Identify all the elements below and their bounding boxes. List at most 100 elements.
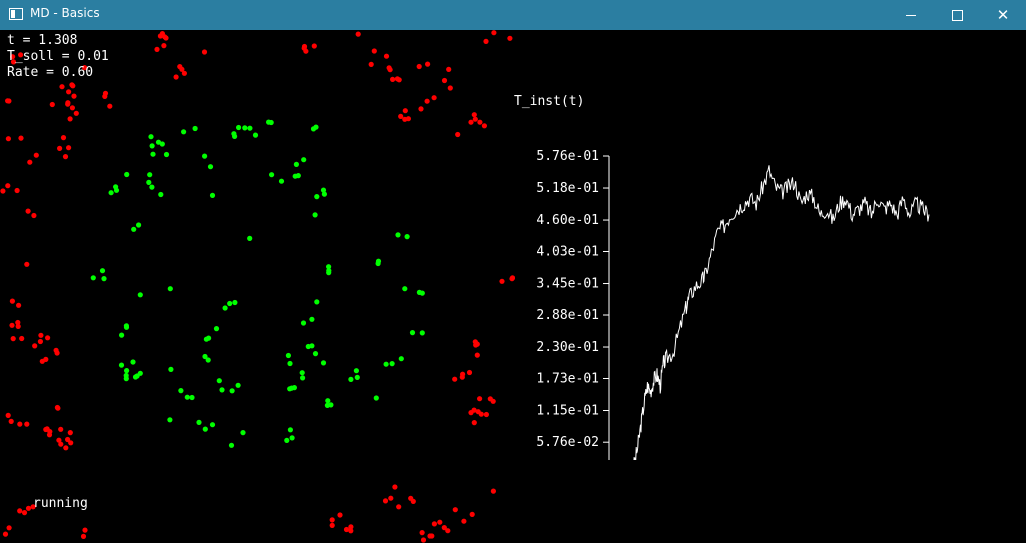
outer-particle: [408, 495, 414, 501]
outer-particle: [416, 63, 422, 70]
outer-particle: [10, 59, 17, 65]
inner-particle: [202, 426, 208, 432]
inner-particle: [328, 402, 334, 408]
minimize-button[interactable]: [888, 0, 934, 30]
inner-particle: [409, 330, 416, 336]
outer-particle: [69, 105, 75, 111]
inner-particle: [348, 376, 354, 382]
outer-particle: [396, 504, 402, 510]
inner-particle: [295, 173, 301, 179]
outer-particle: [70, 83, 76, 89]
inner-particle: [137, 292, 143, 298]
inner-particle: [167, 417, 173, 423]
outer-particle: [452, 507, 458, 513]
outer-particle: [173, 74, 179, 80]
outer-particle: [490, 488, 496, 494]
outer-particle: [14, 187, 20, 194]
inner-particle: [136, 222, 142, 228]
outer-particle: [329, 522, 335, 528]
inner-particle: [228, 442, 235, 448]
inner-particle: [287, 360, 293, 367]
outer-particle: [25, 505, 32, 511]
outer-particle: [455, 131, 461, 138]
outer-particle: [17, 508, 23, 514]
inner-particle: [229, 388, 235, 394]
outer-particle: [441, 77, 448, 84]
outer-particle: [33, 152, 39, 158]
outer-particle: [388, 495, 394, 501]
outer-particle: [348, 524, 354, 530]
inner-particle: [301, 157, 307, 163]
outer-particle: [368, 61, 374, 67]
window-title: MD - Basics: [30, 6, 100, 20]
inner-particle: [231, 131, 237, 137]
inner-particle: [124, 171, 130, 178]
inner-particle: [209, 422, 216, 428]
outer-particle: [58, 426, 64, 432]
outer-particle: [68, 440, 74, 446]
simulation-canvas[interactable]: t = 1.308 T_soll = 0.01 Rate = 0.60 runn…: [0, 30, 1026, 543]
outer-particle: [66, 89, 72, 95]
outer-particle: [16, 302, 22, 308]
outer-particle: [10, 336, 16, 342]
inner-particle: [300, 375, 306, 381]
inner-particle: [232, 299, 238, 306]
inner-particle: [216, 378, 222, 384]
outer-particle: [18, 52, 24, 58]
inner-particle: [375, 258, 382, 264]
outer-particle: [37, 338, 44, 345]
outer-particle: [24, 421, 30, 427]
outer-particle: [382, 498, 389, 504]
outer-particle: [201, 49, 208, 55]
close-button[interactable]: ✕: [980, 0, 1026, 30]
outer-particle: [67, 116, 73, 122]
outer-particle: [65, 101, 71, 107]
inner-particle: [131, 226, 137, 232]
outer-particle: [466, 369, 473, 376]
maximize-button[interactable]: [934, 0, 980, 30]
y-tick-label: 5.76e-02: [536, 435, 599, 450]
inner-particle: [395, 232, 401, 238]
inner-particle: [119, 332, 125, 338]
inner-particle: [207, 164, 214, 170]
inner-particle: [285, 352, 291, 359]
inner-particle: [321, 191, 327, 197]
inner-particle: [419, 290, 425, 296]
inner-particle: [178, 388, 184, 394]
title-bar[interactable]: MD - Basics ✕: [0, 0, 1026, 30]
inner-particle: [146, 179, 152, 185]
outer-particle: [431, 95, 437, 101]
outer-particle: [30, 504, 36, 510]
outer-particle: [49, 101, 55, 108]
inner-particle: [159, 141, 165, 147]
outer-particle: [472, 116, 478, 122]
outer-particle: [487, 396, 493, 402]
inner-particle: [192, 125, 198, 132]
particle-field: [0, 30, 515, 543]
inner-particle: [373, 395, 379, 401]
outer-particle: [419, 530, 425, 536]
outer-particle: [17, 421, 23, 427]
outer-particle: [154, 46, 160, 52]
outer-particle: [483, 411, 489, 418]
maximize-icon: [951, 10, 963, 21]
outer-particle: [62, 154, 69, 160]
outer-particle: [468, 410, 474, 416]
target-temperature-readout: T_soll = 0.01: [7, 49, 109, 64]
inner-particle: [181, 129, 187, 135]
outer-particle: [477, 119, 483, 125]
outer-particle: [468, 119, 474, 125]
inner-particle: [209, 192, 216, 198]
outer-particle: [6, 525, 12, 531]
outer-particle: [390, 76, 396, 82]
outer-particle: [473, 342, 479, 348]
outer-particle: [509, 276, 515, 282]
inner-particle: [268, 119, 274, 126]
inner-particle: [284, 437, 290, 443]
outer-particle: [179, 66, 185, 72]
outer-particle: [55, 405, 61, 411]
outer-particle: [402, 116, 408, 122]
outer-particle: [43, 356, 49, 362]
outer-particle: [102, 90, 109, 96]
